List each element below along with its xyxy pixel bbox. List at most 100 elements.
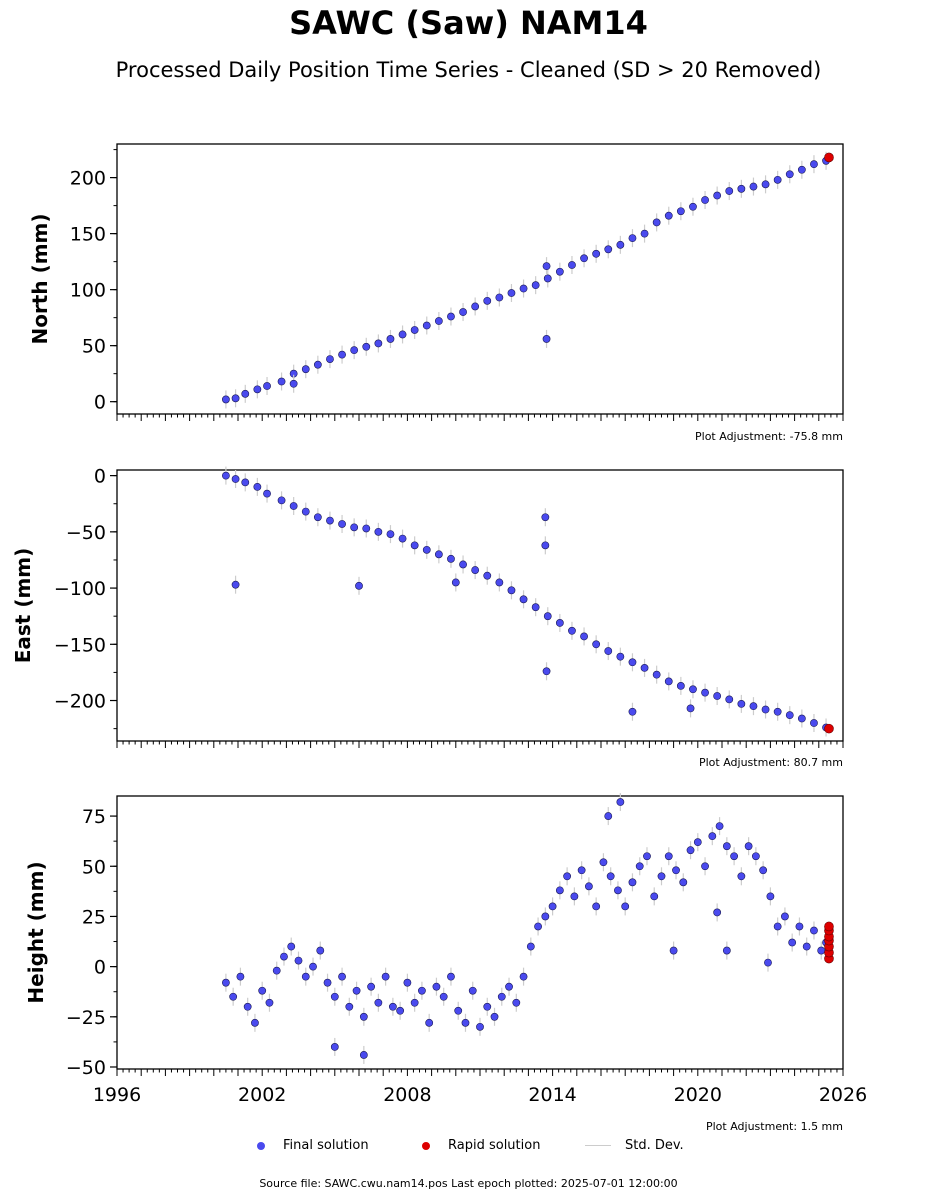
final-solution-point [759,866,768,875]
y-axis-label: East (mm) [11,548,35,664]
final-solution-point [476,1022,484,1031]
final-solution-point [541,513,550,522]
final-solution-point [672,866,680,875]
final-solution-point [713,908,722,917]
final-solution-point [451,578,460,587]
final-solution-point [490,1012,499,1021]
final-solution-point [592,249,601,258]
final-solution-point [422,545,431,554]
final-solution-point [338,972,346,981]
y-tick-label: 50 [82,336,106,358]
final-solution-point [652,670,661,679]
final-solution-point [447,312,455,321]
final-solution-point [764,958,772,967]
final-solution-point [241,478,250,487]
final-solution-point [580,632,588,641]
legend-std: Std. Dev. [585,1138,684,1153]
final-solution-point [570,892,579,901]
final-solution-point [243,1002,252,1011]
final-solution-point [512,998,521,1007]
final-solution-point [542,667,551,676]
y-tick-label: −200 [54,691,106,713]
final-solution-point [471,302,480,311]
final-solution-point [301,507,310,516]
legend-final: Final solution [257,1138,369,1153]
final-solution-point [679,878,688,887]
y-tick-label: −50 [66,1057,106,1079]
final-solution-point [495,578,504,587]
final-solution-point [664,852,673,861]
y-tick-label: −25 [66,1007,106,1029]
final-solution-point [231,580,240,589]
final-solution-point [374,998,383,1007]
final-solution-point [725,187,734,195]
final-solution-point [425,1018,434,1027]
final-solution-point [495,293,504,302]
y-axis-label: Height (mm) [24,861,48,1003]
final-solution-point [810,719,818,727]
final-solution-point [761,705,770,714]
final-solution-point [352,986,361,995]
y-axis-label: North (mm) [28,213,52,344]
final-solution-point [410,326,419,334]
final-solution-point [606,872,615,881]
final-solution-point [432,982,441,991]
final-solution-point [309,962,317,971]
final-solution-point [241,389,250,398]
final-solution-point [628,707,637,716]
final-solution-point [313,513,322,522]
y-tick-label: −50 [66,522,106,544]
final-solution-point [713,191,722,200]
final-solution-point [280,952,288,961]
y-tick-label: −150 [54,634,106,656]
final-solution-point [507,289,516,297]
final-solution-point [744,842,753,851]
final-solution-point [251,1018,259,1027]
final-solution-point [439,992,448,1001]
final-solution-point [650,892,659,901]
final-solution-point [350,523,359,532]
final-solution-point [737,872,746,881]
final-solution-point [664,677,673,686]
final-solution-point [766,892,775,901]
final-solution-point [788,938,797,947]
final-solution-point [689,685,697,694]
axes-frame-1 [116,143,844,415]
final-solution-point [722,946,731,955]
y-tick-label: 75 [82,806,106,828]
final-solution-point [635,862,644,871]
x-tick-label: 2020 [674,1084,722,1106]
final-solution-point [640,664,649,672]
final-solution-point [253,385,262,394]
final-solution-point [730,852,738,861]
legend-std-label: Std. Dev. [625,1138,684,1153]
rapid-solution-point [824,921,834,932]
final-solution-point [689,202,697,211]
final-solution-point [362,342,371,351]
final-solution-point [374,527,383,536]
final-solution-point [761,180,770,189]
final-solution-point [797,714,806,723]
final-solution-point [326,516,334,525]
final-solution-point [231,394,240,403]
final-solution-point [686,704,695,713]
final-solution-point [483,571,492,580]
final-solution-point [621,902,630,911]
final-solution-point [568,261,576,269]
final-solution-marker-icon [257,1141,265,1150]
final-solution-point [563,872,572,881]
rapid-solution-point [824,152,834,163]
std-dev-line-icon [585,1145,611,1146]
final-solution-point [434,550,443,559]
final-solution-point [418,986,426,995]
final-solution-point [330,992,339,1001]
final-solution-point [459,308,467,316]
final-solution-point [701,196,709,204]
final-solution-point [447,554,455,563]
final-solution-point [664,211,673,220]
final-solution-point [599,858,608,867]
final-solution-point [359,1012,368,1021]
final-solution-point [737,699,746,708]
final-solution-point [676,682,685,690]
